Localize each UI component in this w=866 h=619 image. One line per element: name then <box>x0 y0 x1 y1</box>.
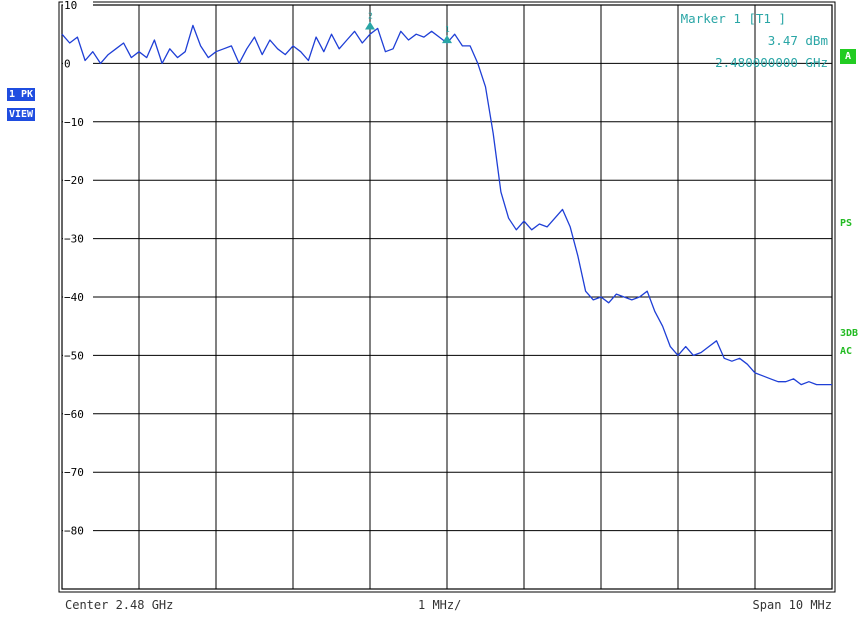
y-tick-label-bg <box>63 292 93 302</box>
center-frequency: Center 2.48 GHz <box>65 598 174 612</box>
3db-indicator: 3DB <box>840 328 859 339</box>
y-tick-label-bg <box>63 233 93 244</box>
marker-layer: 12 <box>365 12 452 44</box>
y-tick-label-bg <box>63 0 93 10</box>
marker-triangle <box>365 21 375 30</box>
y-tick-label: −10 <box>64 116 84 129</box>
y-tick-label: −60 <box>64 408 84 421</box>
marker-level: 3.47 dBm <box>767 33 828 48</box>
marker-label: 2 <box>368 12 373 21</box>
y-tick-label: −30 <box>64 233 84 246</box>
y-tick-label: −80 <box>64 525 84 538</box>
y-tick-label-bg <box>63 525 93 536</box>
frame-outer <box>58 1 836 593</box>
y-tick-label-bg <box>63 175 93 186</box>
frequency-per-division: 1 MHz/ <box>418 598 462 612</box>
y-tick-label: 10 <box>64 0 77 12</box>
y-tick-label-bg <box>63 58 93 69</box>
marker-title: Marker 1 [T1 ] <box>680 11 786 26</box>
y-tick-label-bg <box>63 350 93 361</box>
trace-a-badge: A <box>840 49 857 64</box>
y-tick-label: 0 <box>64 57 71 70</box>
marker-frequency: 2.480000000 GHz <box>715 55 828 70</box>
y-tick-label: −40 <box>64 291 84 304</box>
frequency-span: Span 10 MHz <box>752 598 832 612</box>
marker-label: 1 <box>445 25 450 34</box>
ac-indicator: AC <box>840 346 853 357</box>
y-tick-label: −50 <box>64 349 84 362</box>
trace-detector-badge: 1 PK <box>7 88 36 101</box>
view-mode-badge: VIEW <box>7 108 36 121</box>
grid <box>58 1 836 593</box>
y-tick-label-bg <box>63 467 93 478</box>
y-tick-label-bg <box>63 408 93 419</box>
y-tick-label: −70 <box>64 466 84 479</box>
ps-indicator: PS <box>840 218 853 229</box>
y-axis-ticks: 10 0 −10 −20 −30 −40 −50 −60 −70 −80 <box>63 0 93 538</box>
marker-triangle <box>442 35 452 44</box>
y-tick-label: −20 <box>64 174 84 187</box>
y-tick-label-bg <box>63 116 93 127</box>
